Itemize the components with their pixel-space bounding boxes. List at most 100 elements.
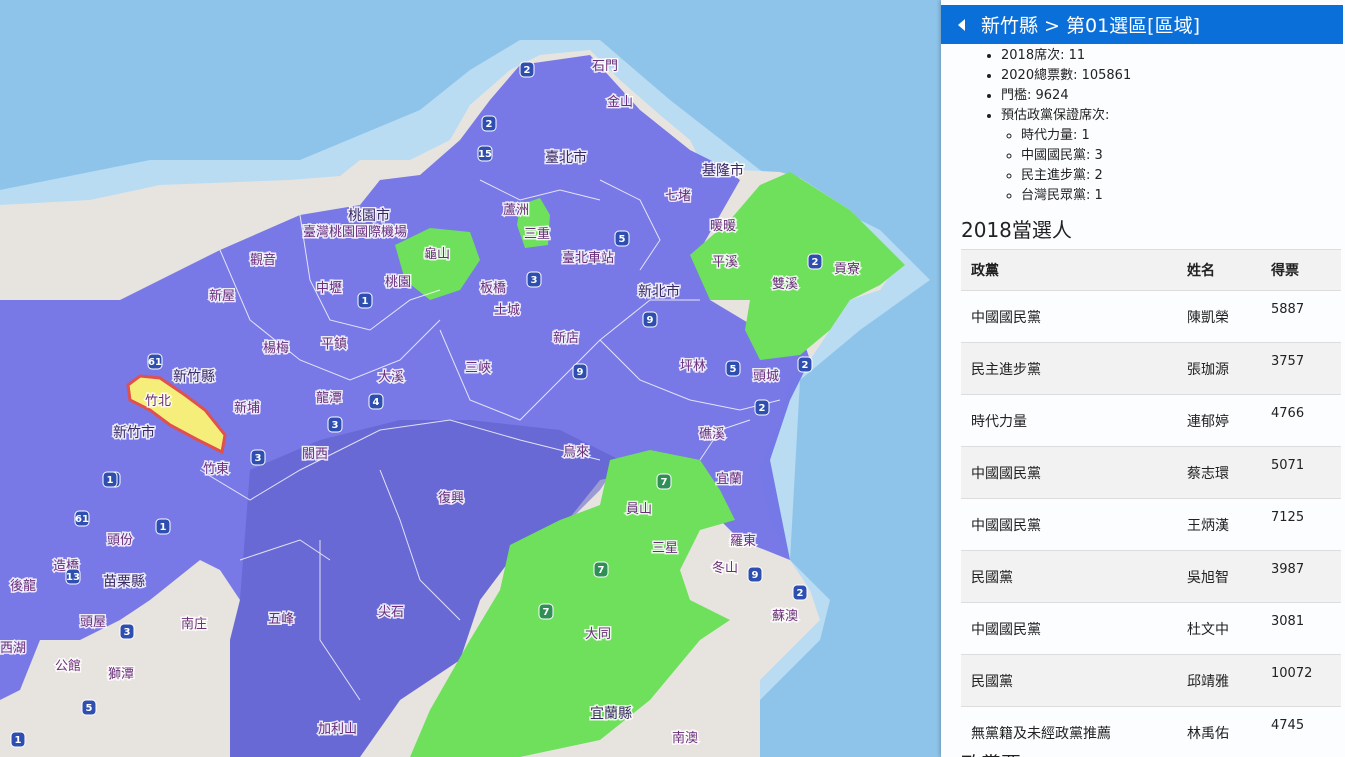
route-shield-icon xyxy=(357,292,373,309)
route-shield-icon xyxy=(642,311,658,328)
route-shield-icon xyxy=(526,271,542,288)
winner-name: 杜文中 xyxy=(1177,602,1261,655)
map-canvas[interactable]: 石門 金山 臺北市 基隆市 七堵 暖暖 桃園市 臺灣桃園國際機場 龜山 蘆洲 三… xyxy=(0,0,941,757)
caret-left-icon[interactable] xyxy=(958,18,965,31)
map-label: 羅東 xyxy=(730,533,756,549)
map-label: 冬山 xyxy=(712,560,738,576)
guaranteed-seat-item: 時代力量: 1 xyxy=(1021,126,1131,146)
route-shield-icon xyxy=(538,603,554,620)
map-label: 頭份 xyxy=(107,533,133,548)
map-label: 加利山 xyxy=(318,722,357,737)
route-shield-icon xyxy=(481,115,497,132)
map-label: 龜山 xyxy=(424,247,450,262)
map-label: 臺北市 xyxy=(545,149,587,166)
route-shield-label: 9 xyxy=(577,367,584,378)
winner-votes: 4766 xyxy=(1261,394,1341,447)
route-shield-icon xyxy=(10,731,26,748)
column-header-votes: 得票 xyxy=(1261,249,1341,291)
table-row: 中國國民黨 杜文中 3081 xyxy=(961,602,1341,655)
route-shield-label: 7 xyxy=(543,607,550,618)
winner-name: 連郁婷 xyxy=(1177,394,1261,447)
winner-party: 時代力量 xyxy=(961,394,1177,447)
winner-name: 林禹佑 xyxy=(1177,706,1261,757)
info-panel: 新竹縣 > 第01選區[區域] 2018席次: 11 2020總票數: 1058… xyxy=(941,0,1345,757)
map-label: 復興 xyxy=(438,490,464,506)
route-shield-label: 3 xyxy=(255,453,262,464)
route-shield-icon xyxy=(593,561,609,578)
route-shield-icon xyxy=(797,356,813,373)
map-label: 坪林 xyxy=(680,359,706,374)
winner-party: 中國國民黨 xyxy=(961,290,1177,343)
route-shield-label: 9 xyxy=(752,570,759,581)
map-labels: 石門 金山 臺北市 基隆市 七堵 暖暖 桃園市 臺灣桃園國際機場 龜山 蘆洲 三… xyxy=(0,58,862,748)
table-row: 無黨籍及未經政黨推薦 林禹佑 4745 xyxy=(961,706,1341,757)
map-label: 暖暖 xyxy=(710,219,736,234)
map-label: 新竹縣 xyxy=(173,369,215,385)
winner-votes: 7125 xyxy=(1261,498,1341,551)
map-label: 臺灣桃園國際機場 xyxy=(303,225,407,240)
winners-table: 政黨 姓名 得票 中國國民黨 陳凱榮 5887 民主進步黨 張珈源 3757 時代力量 連郁婷… xyxy=(961,249,1341,757)
green-district-datong[interactable] xyxy=(410,450,735,757)
route-shield-icon xyxy=(81,699,97,716)
table-row: 中國國民黨 王炳漢 7125 xyxy=(961,498,1341,551)
stat-threshold: 門檻: 9624 xyxy=(1001,86,1131,106)
route-shield-label: 5 xyxy=(86,703,93,714)
route-shield-icon xyxy=(614,230,630,247)
winner-votes: 3987 xyxy=(1261,550,1341,603)
map-label: 臺北車站 xyxy=(562,251,614,266)
route-shield-label: 1 xyxy=(15,735,22,746)
purple-districts[interactable] xyxy=(0,55,810,757)
route-shield-label: 2 xyxy=(802,360,809,371)
green-district-pingxi[interactable] xyxy=(690,172,905,360)
winner-votes: 4745 xyxy=(1261,706,1341,757)
table-row: 時代力量 連郁婷 4766 xyxy=(961,394,1341,447)
table-row: 民國黨 吳旭智 3987 xyxy=(961,550,1341,603)
highlight-district-zhubei[interactable] xyxy=(126,374,227,455)
route-shield-label: 3 xyxy=(332,420,339,431)
route-shield-label: 15 xyxy=(478,149,492,160)
winners-table-body: 中國國民黨 陳凱榮 5887 民主進步黨 張珈源 3757 時代力量 連郁婷 4766 中國國民黨… xyxy=(961,290,1341,757)
green-district-guishan[interactable] xyxy=(395,228,480,300)
map-label: 蘇澳 xyxy=(772,608,798,624)
map-label: 雙溪 xyxy=(772,277,798,292)
map-label: 大溪 xyxy=(378,370,404,385)
guaranteed-seats-list: 時代力量: 1 中國國民黨: 3 民主進步黨: 2 台灣民眾黨: 1 xyxy=(1001,126,1131,206)
map[interactable]: 石門 金山 臺北市 基隆市 七堵 暖暖 桃園市 臺灣桃園國際機場 龜山 蘆洲 三… xyxy=(0,0,941,757)
map-label: 中壢 xyxy=(316,281,342,296)
panel-title: 新竹縣 > 第01選區[區域] xyxy=(981,15,1201,37)
guaranteed-seat-item: 中國國民黨: 3 xyxy=(1021,146,1131,166)
map-label: 新店 xyxy=(553,330,579,346)
map-label: 楊梅 xyxy=(263,340,289,356)
mountain-shade xyxy=(230,420,620,757)
panel-header[interactable]: 新竹縣 > 第01選區[區域] xyxy=(941,5,1343,44)
winner-party: 民國黨 xyxy=(961,654,1177,707)
route-shield-icon xyxy=(747,566,763,583)
map-label: 西湖 xyxy=(0,641,26,656)
guaranteed-seat-item: 台灣民眾黨: 1 xyxy=(1021,186,1131,206)
route-shield-icon xyxy=(477,145,493,162)
winner-party: 民國黨 xyxy=(961,550,1177,603)
route-shield-label: 7 xyxy=(661,477,668,488)
route-shield-icon xyxy=(572,363,588,380)
route-shield-label: 3 xyxy=(124,627,131,638)
route-shield-label: 2 xyxy=(759,403,766,414)
map-label: 宜蘭 xyxy=(716,471,742,487)
map-label: 新屋 xyxy=(209,288,235,304)
winner-name: 王炳漢 xyxy=(1177,498,1261,551)
route-shield-icon xyxy=(754,399,770,416)
green-district-sanchong[interactable] xyxy=(517,198,550,248)
map-label: 頭屋 xyxy=(80,615,106,630)
guaranteed-seat-item: 民主進步黨: 2 xyxy=(1021,166,1131,186)
map-label: 員山 xyxy=(626,502,652,517)
winner-party: 無黨籍及未經政黨推薦 xyxy=(961,706,1177,757)
map-label: 觀音 xyxy=(250,252,276,268)
map-label: 三峽 xyxy=(465,361,491,376)
map-label: 石門 xyxy=(592,59,618,74)
map-label: 貢寮 xyxy=(834,261,860,277)
map-label: 礁溪 xyxy=(699,426,725,442)
map-label: 竹北 xyxy=(145,394,171,409)
map-label: 大同 xyxy=(585,627,611,642)
route-shield-label: 2 xyxy=(797,588,804,599)
map-label: 龍潭 xyxy=(316,390,342,406)
route-shield-label: 61 xyxy=(75,514,89,525)
